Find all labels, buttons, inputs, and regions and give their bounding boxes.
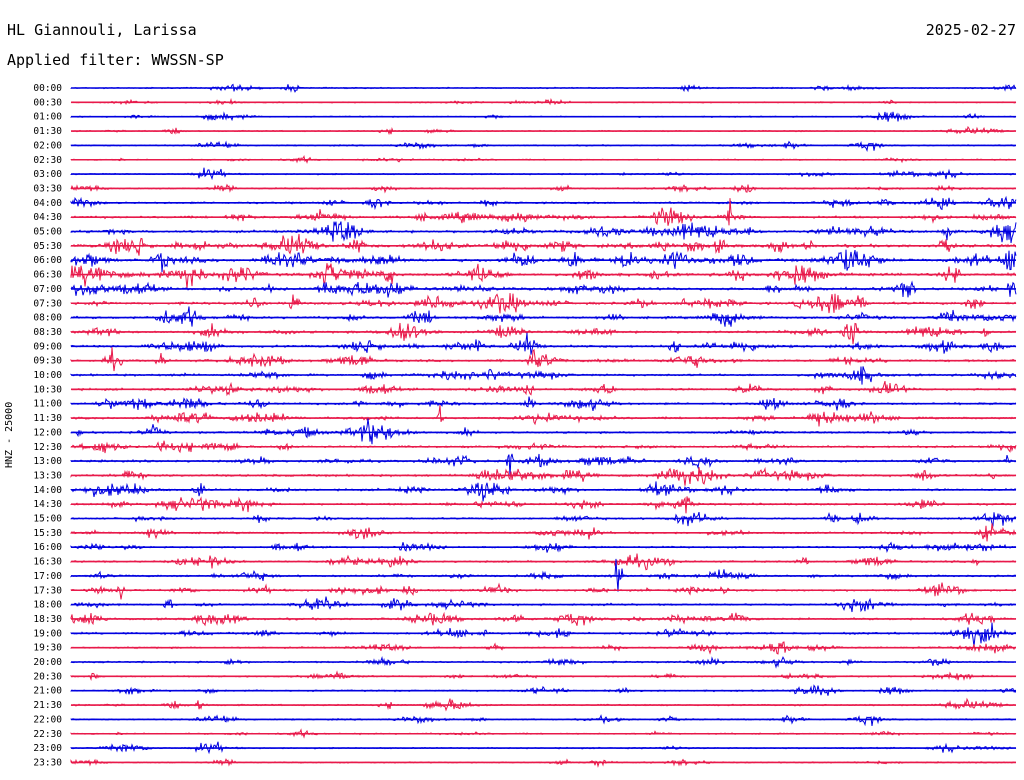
- trace-line: [70, 380, 1017, 397]
- row-time-label: 18:00: [33, 600, 62, 611]
- row-time-label: 06:00: [33, 255, 62, 266]
- trace-line: [70, 741, 1017, 755]
- row-time-label: 08:00: [33, 313, 62, 324]
- row-time-label: 04:30: [33, 212, 62, 223]
- trace-line: [70, 466, 1017, 486]
- row-time-label: 20:00: [33, 657, 62, 668]
- row-time-label: 11:30: [33, 413, 62, 424]
- row-time-label: 22:30: [33, 729, 62, 740]
- row-time-label: 13:00: [33, 456, 62, 467]
- row-time-label: 03:30: [33, 183, 62, 194]
- row-time-label: 19:30: [33, 643, 62, 654]
- trace-line: [70, 322, 1017, 345]
- row-time-label: 09:00: [33, 341, 62, 352]
- row-time-label: 16:30: [33, 557, 62, 568]
- row-time-label: 13:30: [33, 470, 62, 481]
- row-time-label: 02:30: [33, 155, 62, 166]
- row-time-label: 04:00: [33, 198, 62, 209]
- trace-line: [70, 481, 1017, 502]
- row-time-label: 10:30: [33, 384, 62, 395]
- row-time-label: 01:30: [33, 126, 62, 137]
- row-time-label: 12:00: [33, 427, 62, 438]
- row-time-label: 18:30: [33, 614, 62, 625]
- row-time-label: 06:30: [33, 270, 62, 281]
- row-time-label: 19:00: [33, 628, 62, 639]
- row-time-label: 23:00: [33, 743, 62, 754]
- row-time-label: 02:00: [33, 140, 62, 151]
- row-time-label: 14:30: [33, 499, 62, 510]
- trace-line: [70, 233, 1017, 256]
- row-time-label: 17:30: [33, 585, 62, 596]
- station-title: HL Giannouli, Larissa: [7, 21, 197, 39]
- row-time-label: 15:30: [33, 528, 62, 539]
- row-time-label: 07:30: [33, 298, 62, 309]
- trace-line: [70, 280, 1017, 298]
- row-time-label: 07:00: [33, 284, 62, 295]
- trace-line: [70, 714, 1017, 727]
- row-time-label: 05:00: [33, 227, 62, 238]
- trace-line: [70, 453, 1017, 477]
- row-time-label: 10:00: [33, 370, 62, 381]
- row-time-label: 09:30: [33, 356, 62, 367]
- date-label: 2025-02-27: [925, 21, 1016, 39]
- row-time-label: 23:30: [33, 757, 62, 768]
- row-time-label: 08:30: [33, 327, 62, 338]
- row-time-label: 01:00: [33, 112, 62, 123]
- row-time-label: 14:00: [33, 485, 62, 496]
- row-time-label: 00:30: [33, 97, 62, 108]
- trace-line: [70, 306, 1017, 327]
- row-time-label: 21:00: [33, 686, 62, 697]
- row-time-label: 11:00: [33, 399, 62, 410]
- row-time-label: 16:00: [33, 542, 62, 553]
- trace-line: [70, 347, 1016, 372]
- trace-line: [70, 622, 1017, 647]
- row-time-label: 22:00: [33, 714, 62, 725]
- row-time-label: 21:30: [33, 700, 62, 711]
- row-time-label: 05:30: [33, 241, 62, 252]
- row-time-label: 20:30: [33, 671, 62, 682]
- trace-line: [70, 332, 1017, 355]
- row-time-label: 03:00: [33, 169, 62, 180]
- row-time-label: 12:30: [33, 442, 62, 453]
- trace-line: [70, 405, 1017, 427]
- row-time-label: 17:00: [33, 571, 62, 582]
- row-time-label: 00:00: [33, 83, 62, 94]
- filter-label: Applied filter: WWSSN-SP: [7, 51, 224, 69]
- trace-line: [70, 263, 1017, 289]
- row-time-label: 15:00: [33, 514, 62, 525]
